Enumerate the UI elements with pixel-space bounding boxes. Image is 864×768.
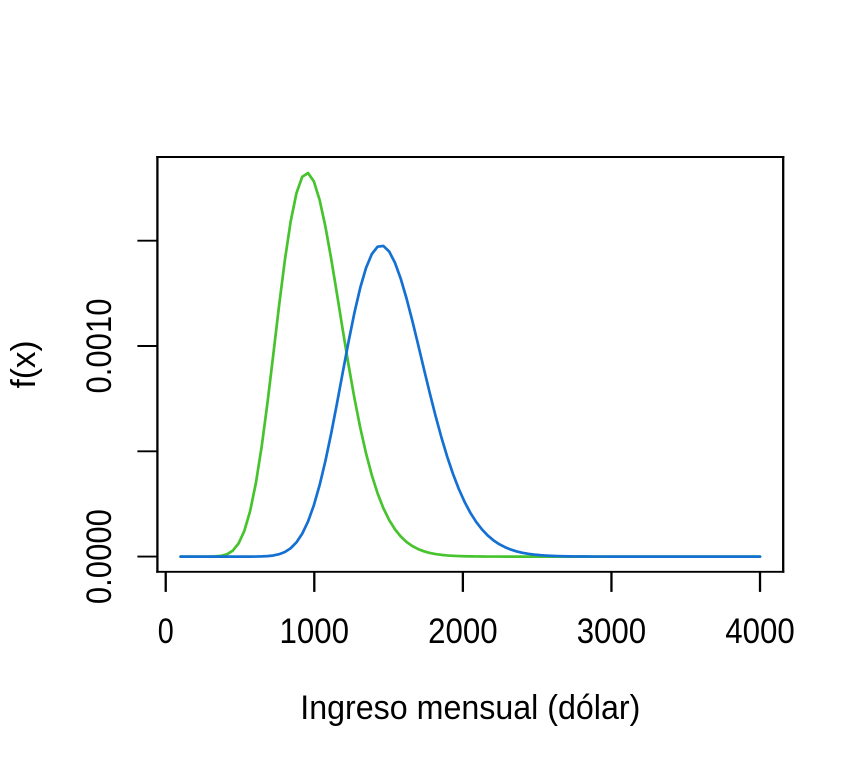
svg-text:1000: 1000: [280, 612, 350, 651]
svg-text:2000: 2000: [428, 612, 498, 651]
svg-text:3000: 3000: [577, 612, 647, 651]
svg-text:0: 0: [158, 612, 174, 651]
svg-text:4000: 4000: [725, 612, 795, 651]
svg-text:Ingreso mensual (dólar): Ingreso mensual (dólar): [300, 689, 640, 727]
svg-text:0.0010: 0.0010: [80, 299, 119, 394]
svg-text:f(x): f(x): [5, 341, 43, 389]
svg-text:0.0000: 0.0000: [80, 509, 119, 604]
